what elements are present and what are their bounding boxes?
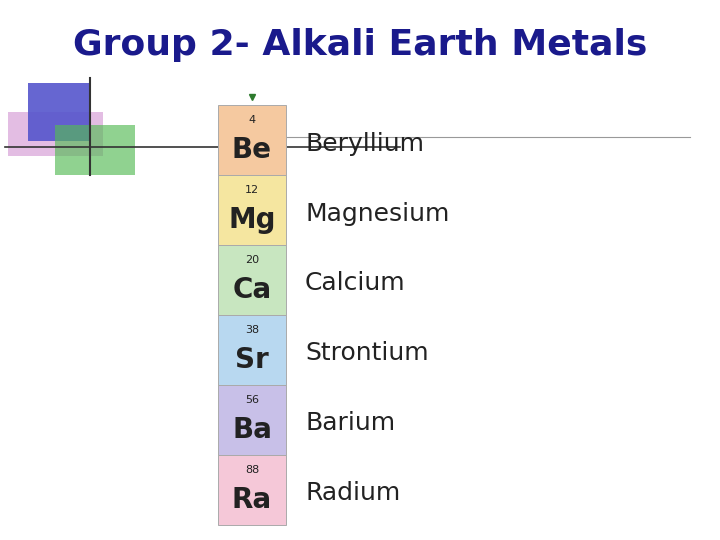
Text: Ca: Ca (233, 276, 271, 305)
Text: Magnesium: Magnesium (305, 201, 449, 226)
Bar (218, 245, 286, 315)
Text: Ra: Ra (232, 487, 272, 515)
Text: Barium: Barium (305, 411, 395, 435)
Text: 38: 38 (245, 326, 259, 335)
Text: Be: Be (232, 137, 272, 165)
Text: Calcium: Calcium (305, 272, 405, 295)
Text: 20: 20 (245, 255, 259, 265)
Bar (218, 175, 286, 245)
Text: Ba: Ba (232, 416, 272, 444)
Text: Radium: Radium (305, 482, 400, 505)
Bar (8, 112, 103, 156)
Text: Group 2- Alkali Earth Metals: Group 2- Alkali Earth Metals (73, 28, 647, 62)
Text: Mg: Mg (228, 206, 276, 234)
Bar (218, 315, 286, 385)
Text: 12: 12 (245, 185, 259, 195)
Bar (218, 105, 286, 175)
Text: 4: 4 (248, 116, 256, 125)
Bar (218, 455, 286, 525)
Text: 56: 56 (245, 395, 259, 406)
Text: Strontium: Strontium (305, 341, 428, 366)
Bar (55, 125, 135, 175)
Text: Sr: Sr (235, 347, 269, 375)
Text: 88: 88 (245, 465, 259, 475)
Text: Beryllium: Beryllium (305, 132, 424, 156)
Bar (28, 83, 90, 141)
Bar (218, 385, 286, 455)
